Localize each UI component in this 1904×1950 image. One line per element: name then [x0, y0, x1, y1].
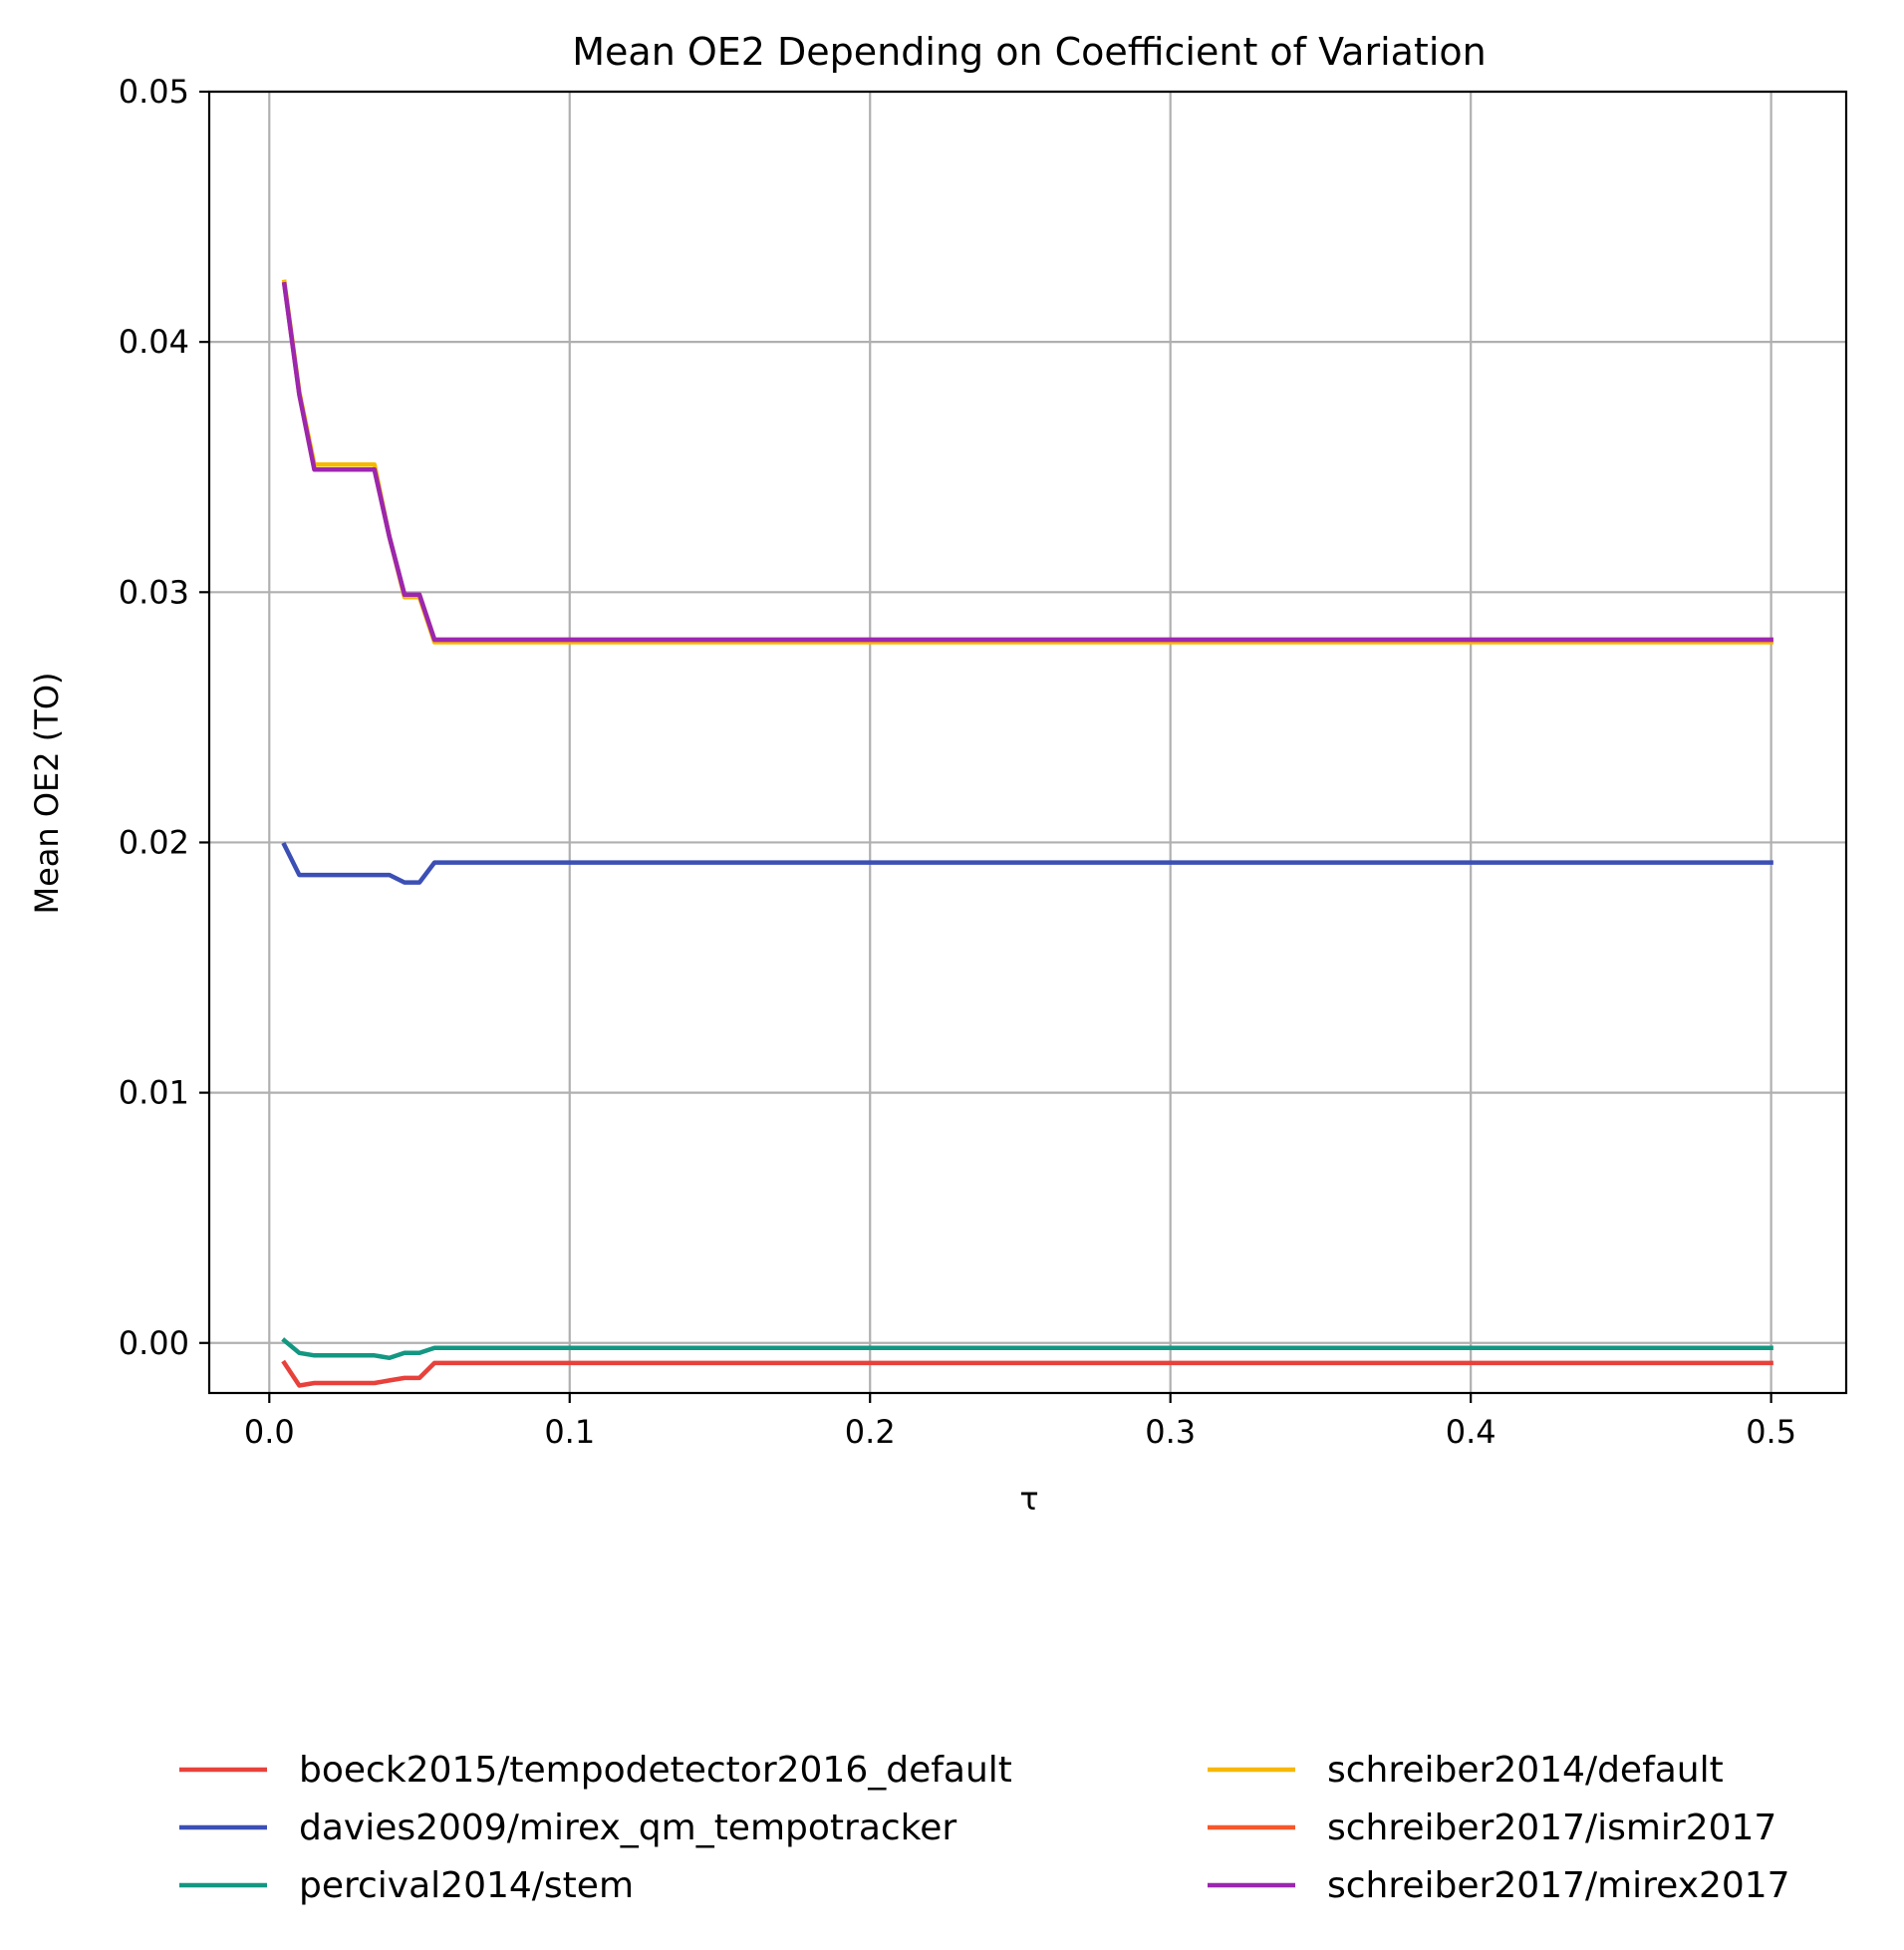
x-tick-label: 0.0 — [244, 1413, 295, 1451]
legend-label: percival2014/stem — [299, 1865, 634, 1906]
y-tick-label: 0.00 — [119, 1324, 189, 1362]
series-line-3 — [281, 1337, 1773, 1361]
x-tick-label: 0.5 — [1746, 1413, 1796, 1451]
chart-title: Mean OE2 Depending on Coefficient of Var… — [572, 30, 1486, 74]
legend-label: davies2009/mirex_qm_tempotracker — [299, 1808, 956, 1848]
y-tick-label: 0.01 — [119, 1074, 189, 1112]
y-tick-label: 0.04 — [119, 323, 189, 361]
y-tick-label: 0.02 — [119, 823, 189, 861]
series-line-4 — [281, 279, 1773, 645]
legend-label: boeck2015/tempodetector2016_default — [299, 1750, 1012, 1791]
x-tick-label: 0.3 — [1145, 1413, 1196, 1451]
x-tick-label: 0.4 — [1446, 1413, 1496, 1451]
y-tick-label: 0.03 — [119, 573, 189, 611]
x-tick-label: 0.2 — [845, 1413, 896, 1451]
series-lines — [281, 279, 1773, 1388]
axis-ticks: 0.0 0.1 0.2 0.3 0.4 0.5 0.00 0.01 0.02 0.03 0.04 0.… — [119, 73, 1796, 1451]
plot-frame — [207, 90, 1848, 1395]
series-line-2 — [281, 841, 1773, 885]
grid — [209, 90, 1846, 1393]
series-line-6 — [281, 281, 1773, 643]
y-axis-label: Mean OE2 (TO) — [28, 673, 66, 915]
x-tick-label: 0.1 — [544, 1413, 595, 1451]
y-tick-label: 0.05 — [119, 73, 189, 111]
series-line-1 — [281, 1359, 1773, 1388]
legend-label: schreiber2017/mirex2017 — [1327, 1865, 1790, 1906]
legend: boeck2015/tempodetector2016_defaultdavie… — [179, 1750, 1790, 1906]
x-axis-label: τ — [1019, 1480, 1038, 1518]
legend-label: schreiber2014/default — [1327, 1750, 1724, 1791]
series-line-5 — [281, 281, 1773, 643]
legend-label: schreiber2017/ismir2017 — [1327, 1808, 1776, 1848]
